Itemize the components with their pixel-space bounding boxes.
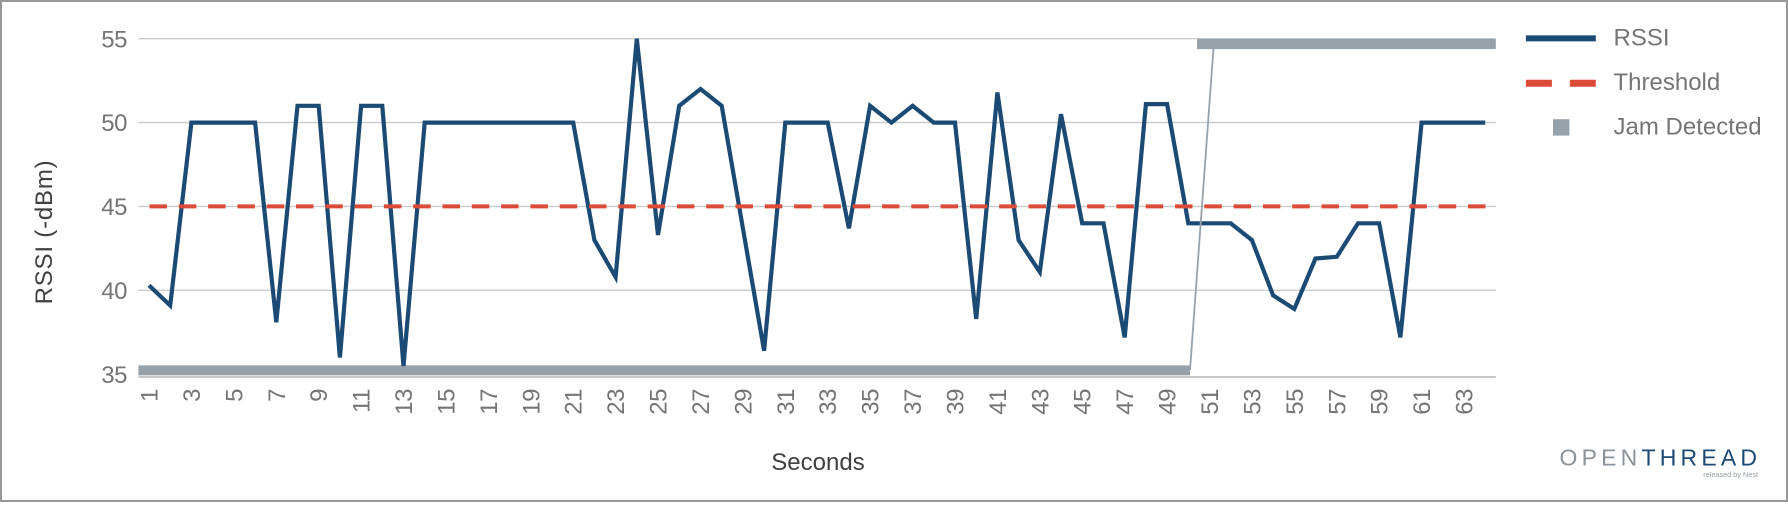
svg-text:37: 37 xyxy=(900,389,927,415)
svg-text:57: 57 xyxy=(1324,389,1351,415)
svg-text:61: 61 xyxy=(1409,389,1436,415)
svg-text:59: 59 xyxy=(1367,389,1394,415)
svg-text:Jam Detected: Jam Detected xyxy=(1614,113,1762,140)
svg-text:RSSI (-dBm): RSSI (-dBm) xyxy=(31,160,58,305)
svg-text:5: 5 xyxy=(221,389,248,402)
svg-text:63: 63 xyxy=(1452,389,1479,415)
svg-text:RSSI: RSSI xyxy=(1614,24,1670,51)
svg-text:45: 45 xyxy=(101,194,127,221)
svg-text:49: 49 xyxy=(1155,389,1182,415)
svg-text:released by Nest: released by Nest xyxy=(1703,470,1758,479)
svg-text:Threshold: Threshold xyxy=(1614,69,1721,96)
svg-text:25: 25 xyxy=(646,389,673,415)
svg-text:19: 19 xyxy=(518,389,545,415)
svg-text:7: 7 xyxy=(264,389,291,402)
svg-text:21: 21 xyxy=(561,389,588,415)
svg-text:9: 9 xyxy=(306,389,333,402)
svg-text:Seconds: Seconds xyxy=(771,449,864,476)
svg-text:OPENTHREAD: OPENTHREAD xyxy=(1560,445,1762,471)
svg-text:33: 33 xyxy=(815,389,842,415)
svg-text:51: 51 xyxy=(1197,389,1224,415)
svg-text:35: 35 xyxy=(101,362,127,389)
svg-text:17: 17 xyxy=(476,389,503,415)
svg-text:41: 41 xyxy=(985,389,1012,415)
svg-text:31: 31 xyxy=(773,389,800,415)
svg-text:47: 47 xyxy=(1112,389,1139,415)
svg-text:39: 39 xyxy=(943,389,970,415)
svg-text:23: 23 xyxy=(603,389,630,415)
svg-text:55: 55 xyxy=(1282,389,1309,415)
svg-text:35: 35 xyxy=(858,389,885,415)
svg-text:29: 29 xyxy=(730,389,757,415)
svg-text:15: 15 xyxy=(433,389,460,415)
svg-text:11: 11 xyxy=(349,389,376,413)
svg-text:40: 40 xyxy=(101,278,127,305)
svg-text:50: 50 xyxy=(101,110,127,137)
svg-text:53: 53 xyxy=(1239,389,1266,415)
svg-text:1: 1 xyxy=(137,389,164,402)
svg-text:45: 45 xyxy=(1070,389,1097,415)
svg-text:27: 27 xyxy=(688,389,715,415)
svg-text:55: 55 xyxy=(101,26,127,53)
svg-text:43: 43 xyxy=(1027,389,1054,415)
svg-text:3: 3 xyxy=(179,389,206,402)
svg-text:13: 13 xyxy=(391,389,418,415)
